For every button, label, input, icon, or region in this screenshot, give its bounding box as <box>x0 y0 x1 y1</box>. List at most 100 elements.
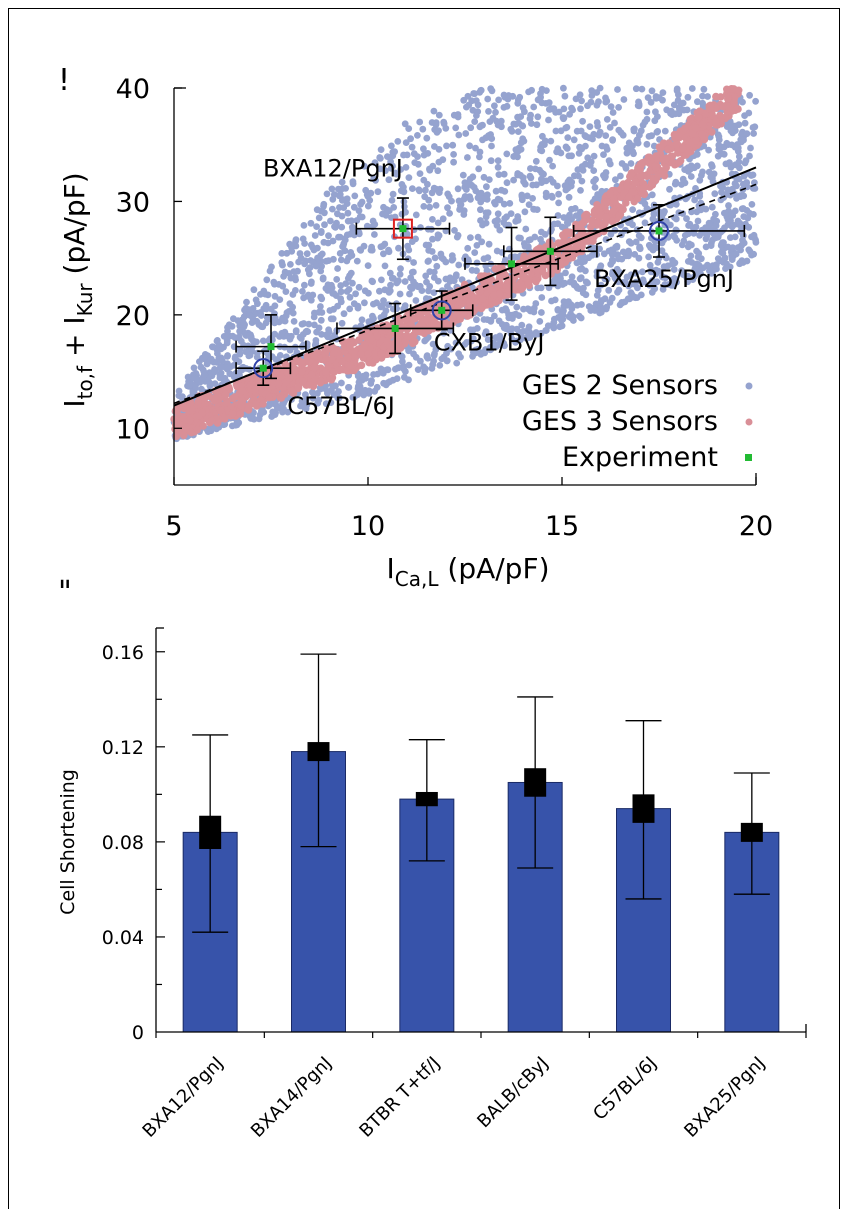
ges3-point <box>521 273 530 282</box>
ges2-point <box>453 359 461 367</box>
ges2-point <box>523 192 531 200</box>
ges2-point <box>396 271 404 278</box>
ges2-point <box>564 220 572 227</box>
ges2-point <box>575 312 583 320</box>
ges2-point <box>436 362 444 369</box>
ges2-point <box>661 208 668 215</box>
ges2-point <box>381 262 389 270</box>
ges2-point <box>661 127 669 135</box>
ges2-point <box>405 125 413 132</box>
experiment-point <box>399 225 407 233</box>
ges2-point <box>423 134 431 142</box>
ges2-point <box>648 288 656 296</box>
ges2-point <box>333 276 341 283</box>
ges2-point <box>541 231 549 238</box>
ges2-point <box>360 388 368 396</box>
ges2-point <box>618 255 626 263</box>
ges3-point <box>476 272 485 281</box>
ges2-point <box>476 148 484 156</box>
ges3-point <box>390 342 399 351</box>
ges2-point <box>389 190 397 198</box>
ges2-point <box>473 316 480 324</box>
ges2-point <box>569 106 576 114</box>
ges3-point <box>698 130 706 139</box>
ges3-point <box>606 189 614 198</box>
ges2-point <box>637 127 645 135</box>
ges2-point <box>409 185 416 193</box>
ges3-point <box>327 375 336 384</box>
ges2-point <box>305 320 313 328</box>
ges2-point <box>586 123 594 130</box>
ges3-point <box>723 85 731 94</box>
ges2-point <box>477 206 484 214</box>
ges2-point <box>680 271 687 278</box>
ges2-point <box>231 334 239 341</box>
ges2-point <box>569 313 577 320</box>
ges2-point <box>474 345 482 353</box>
ges2-point <box>745 109 753 117</box>
ges2-point <box>597 308 605 316</box>
ges2-point <box>387 165 395 172</box>
ges2-point <box>594 122 602 130</box>
ges2-point <box>706 267 713 275</box>
ges2-point <box>699 264 707 272</box>
ges3-point <box>577 224 585 232</box>
ges2-point <box>693 162 701 170</box>
ges2-point <box>268 353 276 360</box>
ges2-point <box>727 127 735 135</box>
ges2-point <box>550 324 558 332</box>
ges2-point <box>483 183 490 191</box>
ges3-point <box>259 400 267 408</box>
ges3-point <box>403 325 412 334</box>
ges2-point <box>538 294 546 301</box>
ges2-point <box>317 229 325 237</box>
ges2-point <box>612 176 619 184</box>
scatter-x-label-main: I <box>387 552 395 585</box>
ges3-point <box>346 362 355 370</box>
ges2-point <box>307 280 315 287</box>
ges2-point <box>561 279 569 287</box>
ges2-point <box>477 86 485 94</box>
ges2-point <box>218 357 226 365</box>
ges2-point <box>315 308 323 316</box>
ges2-point <box>329 205 336 213</box>
ges2-point <box>425 247 433 254</box>
ges2-point <box>533 121 541 129</box>
ges2-point <box>410 350 417 358</box>
ges2-point <box>627 271 635 279</box>
ges2-point <box>349 178 357 186</box>
ges2-point <box>387 158 394 165</box>
ges3-point <box>694 113 703 122</box>
ges2-point <box>307 219 315 227</box>
ges2-point <box>359 372 367 380</box>
ges2-point <box>355 283 363 291</box>
ges2-point <box>342 280 350 287</box>
ges2-point <box>635 100 643 108</box>
ges2-point <box>271 292 279 300</box>
ges2-point <box>717 150 725 158</box>
ges2-point <box>300 222 308 229</box>
ges2-point <box>559 315 567 323</box>
ges2-point <box>253 338 260 346</box>
ges2-point <box>747 172 755 179</box>
ges2-point <box>464 154 471 161</box>
ges2-point <box>434 231 442 239</box>
ges2-point <box>317 303 324 310</box>
ges2-point <box>240 341 248 349</box>
ges2-point <box>243 298 250 306</box>
ges3-point <box>231 393 239 401</box>
ges2-point <box>518 321 526 329</box>
ges2-point <box>416 118 424 126</box>
ges2-point <box>450 151 457 158</box>
ges3-point <box>521 266 529 274</box>
ges2-point <box>455 131 463 139</box>
ges2-point <box>603 303 611 311</box>
ges2-point <box>439 156 447 164</box>
ges3-point <box>171 420 180 429</box>
ges2-point <box>422 186 429 194</box>
ges2-point <box>603 116 611 123</box>
ges2-point <box>222 364 229 371</box>
ges2-point <box>590 178 597 185</box>
ges2-point <box>444 283 451 290</box>
ges3-point <box>364 349 373 358</box>
